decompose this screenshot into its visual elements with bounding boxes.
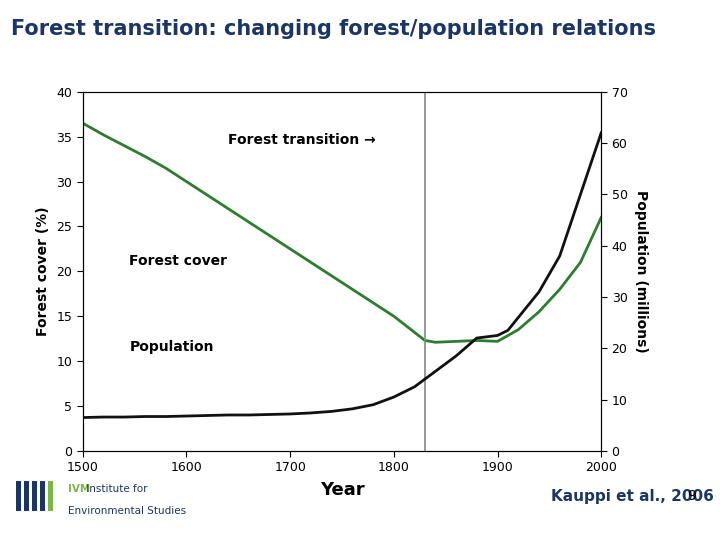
Text: Institute for: Institute for [83, 484, 148, 495]
Text: 9: 9 [688, 489, 696, 503]
Text: Forest cover: Forest cover [130, 254, 228, 268]
Text: Kauppi et al., 2006: Kauppi et al., 2006 [551, 489, 714, 504]
Bar [48, 481, 53, 510]
Bar [32, 481, 37, 510]
Y-axis label: Forest cover (%): Forest cover (%) [35, 206, 50, 336]
Text: Population: Population [130, 340, 214, 354]
Bar [16, 481, 21, 510]
Y-axis label: Population (millions): Population (millions) [634, 190, 649, 353]
Text: Forest transition →: Forest transition → [228, 133, 376, 147]
Text: IVM: IVM [68, 484, 91, 495]
Text: Forest transition: changing forest/population relations: Forest transition: changing forest/popul… [11, 19, 656, 39]
Bar [40, 481, 45, 510]
Bar [24, 481, 29, 510]
X-axis label: Year: Year [320, 481, 364, 500]
Text: Environmental Studies: Environmental Studies [68, 505, 186, 516]
